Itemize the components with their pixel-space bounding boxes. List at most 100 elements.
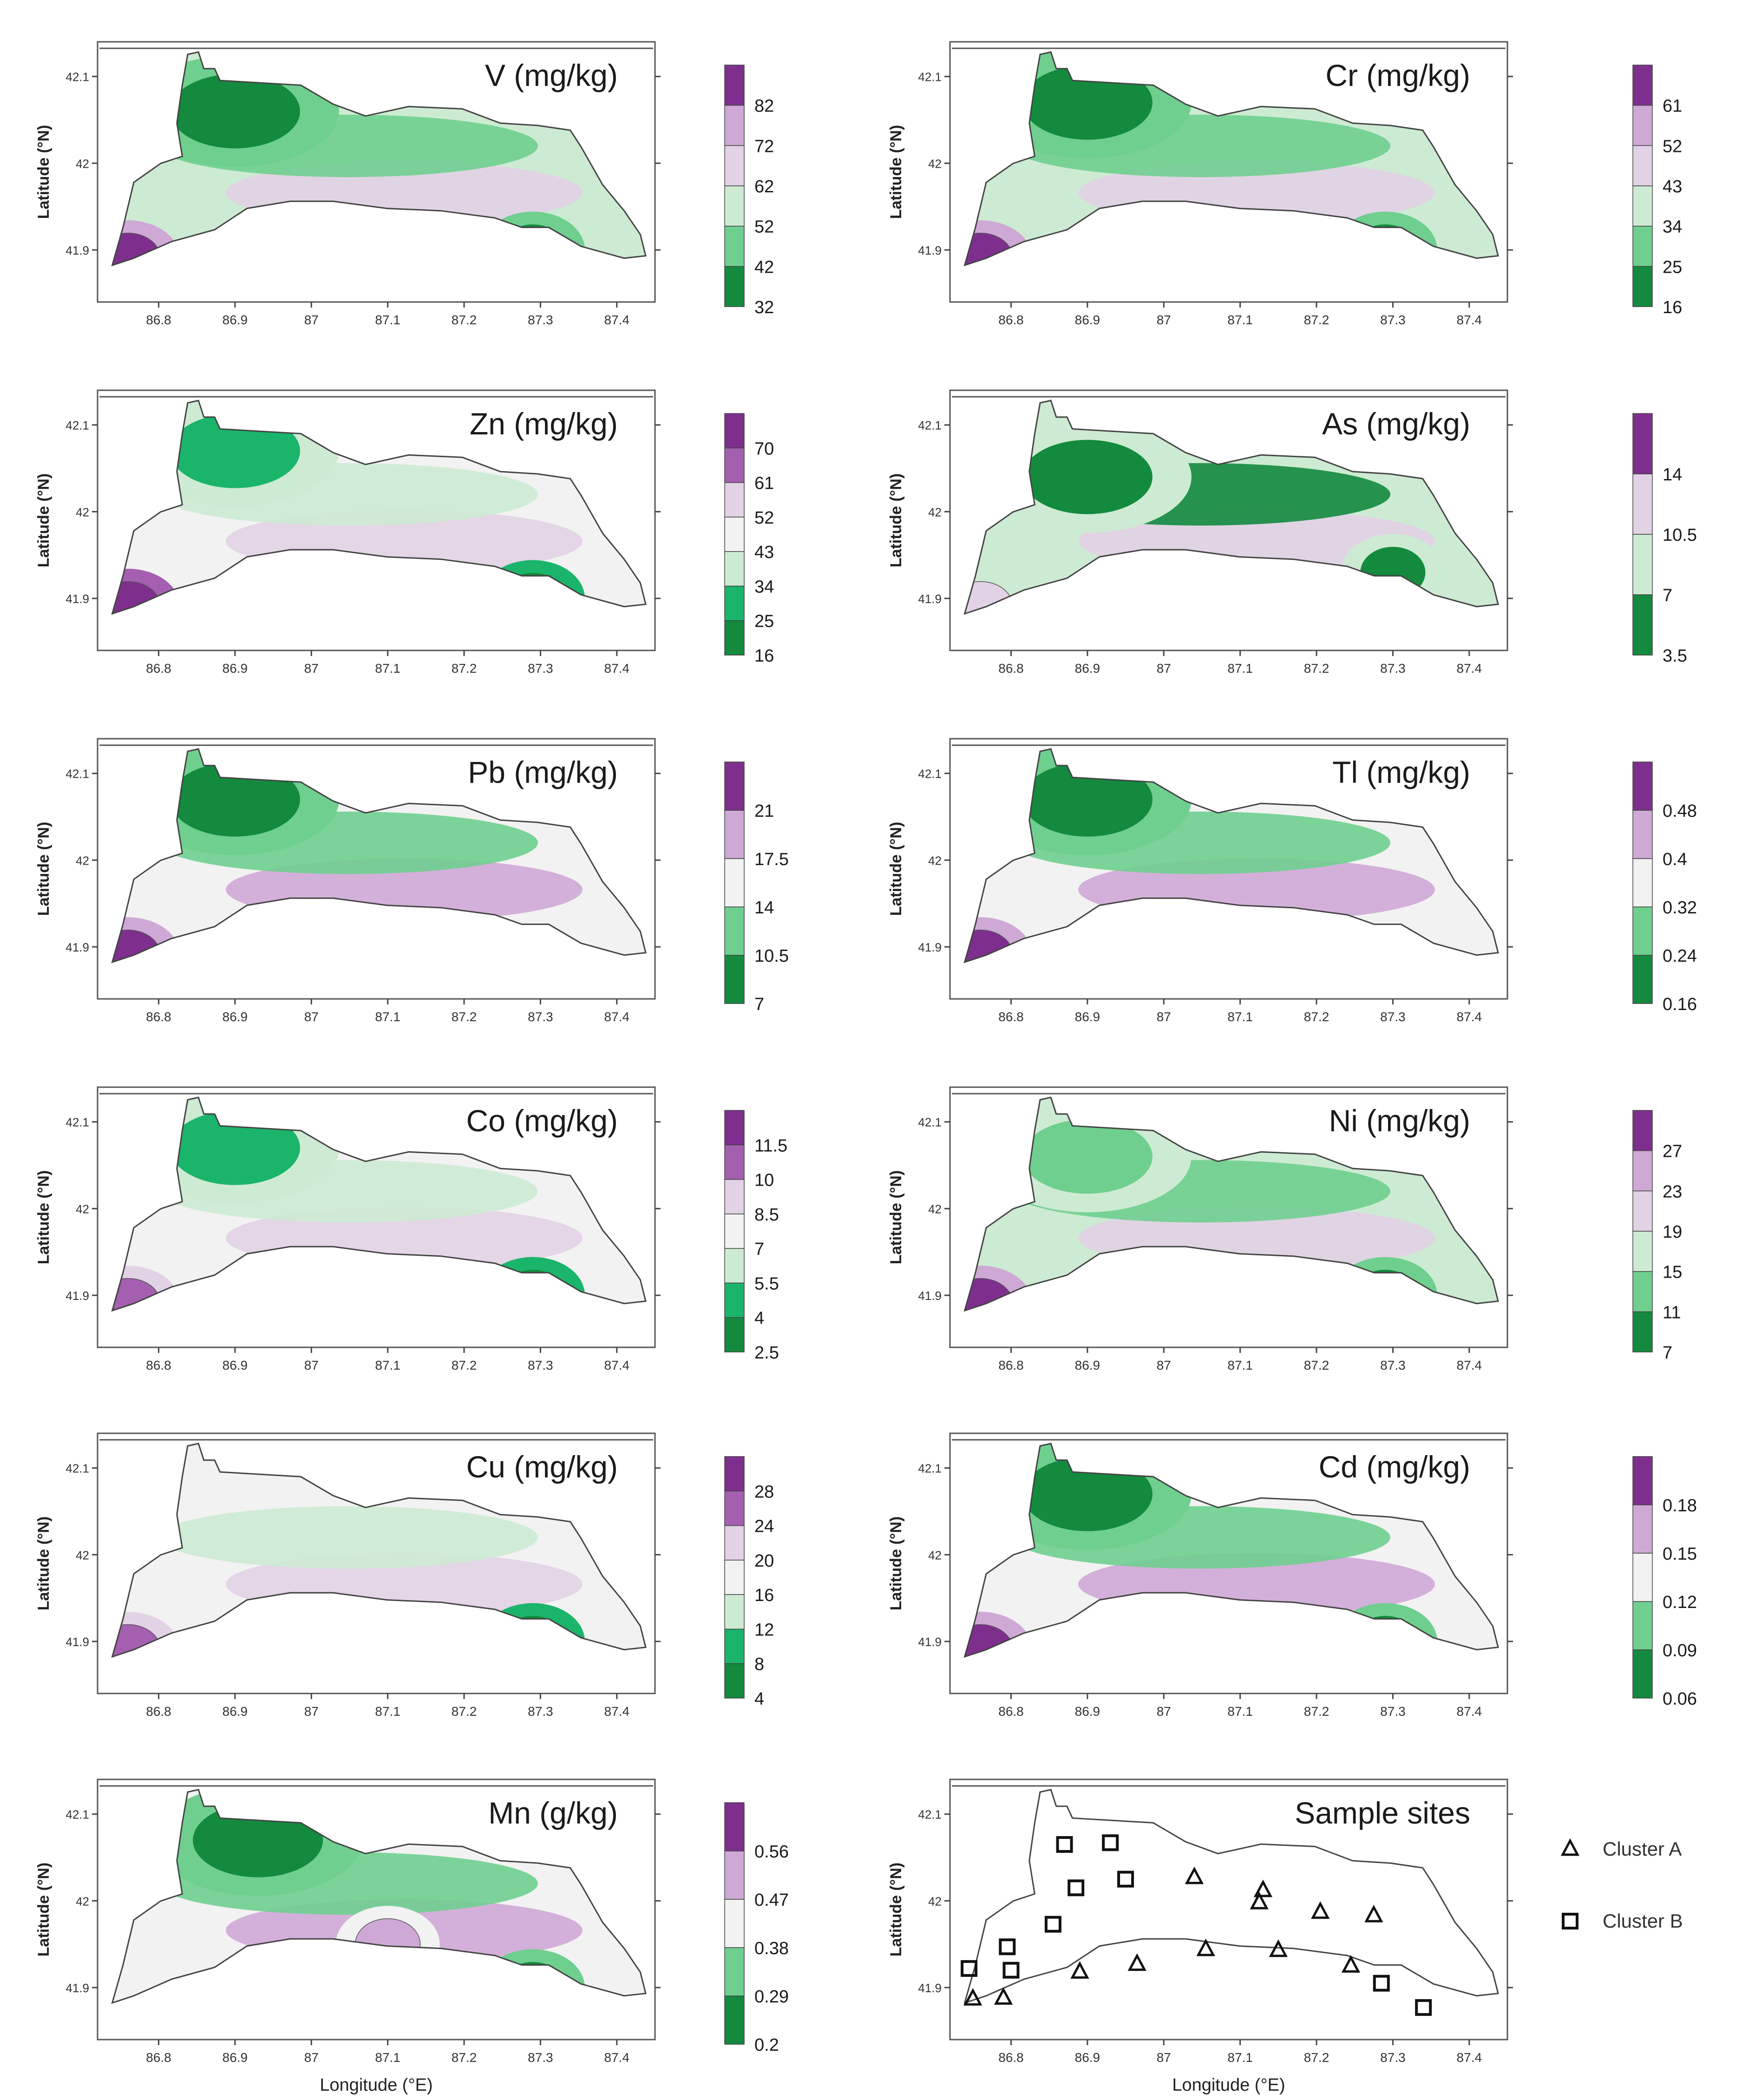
colorbar-tick-label: 82 xyxy=(754,97,774,116)
panel-frame xyxy=(949,1432,1508,1694)
feature-low-pb-north-cove xyxy=(170,762,300,837)
x-tick-label: 87.3 xyxy=(1380,661,1406,676)
colorbar-segment xyxy=(1632,906,1653,956)
y-axis-label: Latitude (°N) xyxy=(887,822,905,916)
colorbar-tick-label: 0.24 xyxy=(1663,946,1697,966)
y-tick-label: 42 xyxy=(76,1894,89,1908)
colorbar-segment xyxy=(724,761,745,811)
x-tick-label: 87.2 xyxy=(452,313,477,327)
feature-low-cd-north xyxy=(1022,1457,1153,1531)
x-tick-label: 87.2 xyxy=(452,1358,477,1372)
panel-cu-mg-kg: 86.8 86.9 87 87.1 87.2 87.3 87.4 41.9 42 42.1 Lati… xyxy=(35,1432,661,1719)
colorbar-tick-label: 52 xyxy=(1663,137,1682,156)
colorbar-tick-label: 62 xyxy=(754,177,774,197)
colorbar-segment xyxy=(724,105,745,146)
lake-outline xyxy=(111,400,647,615)
colorbar-tick-label: 61 xyxy=(754,474,774,493)
lake-outline xyxy=(111,1443,647,1658)
x-tick-label: 87 xyxy=(304,1010,319,1024)
y-axis-label: Latitude (°N) xyxy=(887,1863,905,1956)
cluster-a-point xyxy=(1311,1901,1330,1919)
colorbar-segment xyxy=(1632,413,1653,474)
colorbar-tick-label: 0.2 xyxy=(754,2035,779,2055)
feature-low-co-north xyxy=(170,1110,300,1185)
feature-high-ni-patch xyxy=(964,1278,1014,1311)
feature-low-v-north-cove xyxy=(170,74,300,149)
x-tick-label: 87.4 xyxy=(1457,661,1482,676)
colorbar-segment xyxy=(1632,1601,1653,1650)
y-tick-label: 42.1 xyxy=(918,70,942,84)
x-tick-label: 87.2 xyxy=(1304,1010,1329,1024)
y-tick-label: 41.9 xyxy=(65,1635,89,1649)
colorbar-tick-label: 0.15 xyxy=(1663,1544,1697,1564)
panel-title: Mn (g/kg) xyxy=(488,1796,618,1830)
colorbar-tick-label: 5.5 xyxy=(754,1274,779,1293)
colorbar-v-mg-kg: 82 72 62 52 42 32 xyxy=(724,65,774,317)
panel-title: Ni (mg/kg) xyxy=(1329,1103,1470,1138)
y-axis-label: Latitude (°N) xyxy=(887,125,905,219)
colorbar-segment xyxy=(1632,1190,1653,1232)
x-tick-label: 87 xyxy=(304,661,319,676)
x-tick-label: 87.3 xyxy=(1380,1704,1406,1719)
colorbar-tick-label: 10 xyxy=(754,1171,774,1190)
colorbar-cr-mg-kg: 61 52 43 34 25 16 xyxy=(1632,65,1682,317)
colorbar-tick-label: 14 xyxy=(1663,465,1682,485)
colorbar-segment xyxy=(724,517,745,552)
x-tick-label: 87.1 xyxy=(375,313,400,327)
x-tick-label: 87.3 xyxy=(1380,313,1406,327)
colorbar-tick-label: 4 xyxy=(754,1309,764,1328)
feature-high-cr-patch xyxy=(964,232,1014,265)
y-tick-label: 41.9 xyxy=(65,1981,89,1995)
colorbar-tick-label: 19 xyxy=(1663,1222,1682,1242)
colorbar-tick-label: 0.4 xyxy=(1663,850,1687,869)
y-axis-label: Latitude (°N) xyxy=(35,125,52,219)
colorbar-cd-mg-kg: 0.18 0.15 0.12 0.09 0.06 xyxy=(1632,1456,1697,1709)
x-tick-label: 86.9 xyxy=(223,661,248,676)
feature-halo-low-cd-south-bay xyxy=(1333,1603,1437,1657)
cluster-a-point xyxy=(1127,1953,1146,1971)
colorbar-segment xyxy=(1632,534,1653,595)
cluster-a-point xyxy=(1196,1938,1215,1956)
feature-high-v-sediment-patch xyxy=(112,232,161,265)
y-tick-label: 42.1 xyxy=(918,1462,942,1476)
feature-high-tl-patch xyxy=(964,929,1014,962)
colorbar-tick-label: 43 xyxy=(1663,177,1682,197)
colorbar-segment xyxy=(724,1214,745,1249)
panel-frame xyxy=(949,389,1508,651)
panel-sample-sites: 86.8 86.9 87 87.1 87.2 87.3 87.4 41.9 42 42.1 Lati… xyxy=(887,1778,1513,2095)
x-tick-label: 87.1 xyxy=(1227,313,1253,327)
feature-low-cr-north-cove xyxy=(1022,65,1153,140)
colorbar-tick-label: 3.5 xyxy=(1663,646,1687,666)
x-tick-label: 87.3 xyxy=(528,1704,553,1719)
cluster-b-point xyxy=(1067,1879,1085,1897)
panel-title: Cr (mg/kg) xyxy=(1325,58,1470,92)
x-tick-label: 86.8 xyxy=(146,2050,171,2065)
y-axis-label: Latitude (°N) xyxy=(35,1170,52,1264)
x-tick-label: 87.3 xyxy=(1380,1358,1406,1372)
colorbar-tick-label: 11.5 xyxy=(754,1136,787,1155)
x-tick-label: 86.8 xyxy=(146,313,171,327)
panel-frame xyxy=(97,1086,656,1348)
colorbar-segment xyxy=(1632,1504,1653,1554)
colorbar-tick-label: 0.09 xyxy=(1663,1641,1697,1660)
cluster-a-point xyxy=(1269,1939,1288,1957)
colorbar-tick-label: 11 xyxy=(1663,1303,1681,1322)
x-tick-label: 87.2 xyxy=(452,2050,477,2065)
y-tick-label: 42.1 xyxy=(918,419,942,433)
colorbar-tick-label: 0.32 xyxy=(1663,898,1697,918)
x-tick-label: 87.3 xyxy=(528,1010,553,1024)
cluster-b-point xyxy=(1415,1999,1432,2016)
x-tick-label: 86.8 xyxy=(998,1358,1024,1372)
cluster-a-point xyxy=(1253,1879,1273,1897)
colorbar-tick-label: 14 xyxy=(754,898,774,918)
y-tick-label: 42 xyxy=(76,853,89,867)
colorbar-tick-label: 15 xyxy=(1663,1263,1682,1282)
x-tick-label: 87.4 xyxy=(604,661,630,676)
colorbar-tick-label: 16 xyxy=(754,1586,774,1605)
panel-title: As (mg/kg) xyxy=(1322,407,1470,441)
panel-title: Pb (mg/kg) xyxy=(468,755,618,789)
colorbar-segment xyxy=(724,1663,745,1699)
y-tick-label: 41.9 xyxy=(918,1635,942,1649)
y-tick-label: 42.1 xyxy=(65,1808,89,1822)
